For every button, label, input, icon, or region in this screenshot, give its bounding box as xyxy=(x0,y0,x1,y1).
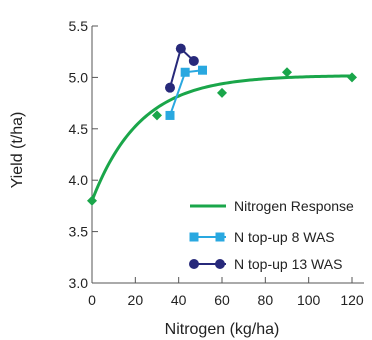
y-tick-label: 5.0 xyxy=(69,69,89,85)
x-tick-label: 60 xyxy=(214,292,230,308)
y-tick-label: 4.5 xyxy=(69,121,89,137)
x-ticks: 0 20 40 60 80 100 120 xyxy=(88,277,364,308)
legend-swatch-marker xyxy=(189,259,199,269)
x-tick-label: 80 xyxy=(258,292,274,308)
legend-label: N top-up 8 WAS xyxy=(234,229,335,245)
data-point xyxy=(188,55,199,66)
x-tick-label: 20 xyxy=(128,292,144,308)
data-point xyxy=(347,72,357,83)
y-ticks: 3.0 3.5 4.0 4.5 5.0 5.5 xyxy=(69,18,98,291)
data-point xyxy=(175,43,186,54)
y-tick-label: 3.5 xyxy=(69,224,89,240)
data-point xyxy=(180,67,190,77)
data-point xyxy=(198,65,207,75)
y-tick-label: 5.5 xyxy=(69,18,89,34)
axes xyxy=(91,26,364,284)
x-tick-label: 40 xyxy=(171,292,187,308)
x-tick-label: 100 xyxy=(297,292,321,308)
series-3 xyxy=(165,43,199,93)
data-point xyxy=(87,195,97,206)
series-2 xyxy=(165,65,207,120)
data-point xyxy=(165,82,175,93)
data-point xyxy=(152,110,162,121)
legend: Nitrogen Response N top-up 8 WAS N top-up … xyxy=(189,198,354,272)
series-1 xyxy=(87,67,357,206)
legend-swatch-marker xyxy=(215,232,225,242)
data-point xyxy=(282,67,292,78)
y-axis-title: Yield (t/ha) xyxy=(9,112,26,189)
y-tick-label: 4.0 xyxy=(69,172,89,188)
data-point xyxy=(217,87,227,98)
legend-item: N top-up 13 WAS xyxy=(189,256,342,272)
x-tick-label: 0 xyxy=(88,292,96,308)
x-axis-title: Nitrogen (kg/ha) xyxy=(165,321,280,338)
legend-item: Nitrogen Response xyxy=(190,198,354,214)
series-layer xyxy=(87,43,357,206)
legend-swatch-marker xyxy=(215,259,225,269)
legend-label: Nitrogen Response xyxy=(234,198,354,214)
x-tick-label: 120 xyxy=(340,292,364,308)
legend-item: N top-up 8 WAS xyxy=(189,229,335,245)
data-point xyxy=(165,110,175,120)
y-tick-label: 3.0 xyxy=(69,275,89,291)
series-curve xyxy=(90,74,353,202)
legend-label: N top-up 13 WAS xyxy=(234,256,342,272)
legend-swatch-marker xyxy=(189,232,199,242)
